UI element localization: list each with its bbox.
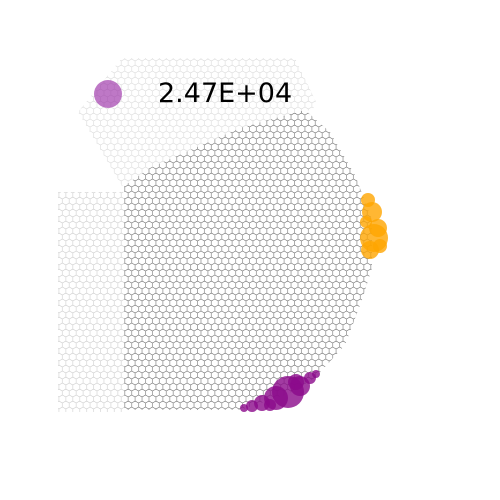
- right-cluster-blob: [373, 239, 387, 253]
- bottom-cluster-blob: [240, 404, 248, 412]
- bottom-cluster-blob: [312, 370, 320, 378]
- purple-highlight-cluster: [240, 370, 320, 412]
- right-cluster-blob: [369, 219, 387, 237]
- legend-marker: [94, 80, 122, 108]
- bottom-cluster-blob: [246, 400, 258, 412]
- orange-highlight-cluster: [360, 193, 388, 259]
- bottom-cluster-blob: [264, 399, 276, 411]
- right-cluster-blob: [361, 193, 375, 207]
- right-cluster-blob: [360, 216, 372, 228]
- bottom-cluster-blob: [288, 374, 304, 390]
- legend-label: 2.47E+04: [158, 78, 293, 109]
